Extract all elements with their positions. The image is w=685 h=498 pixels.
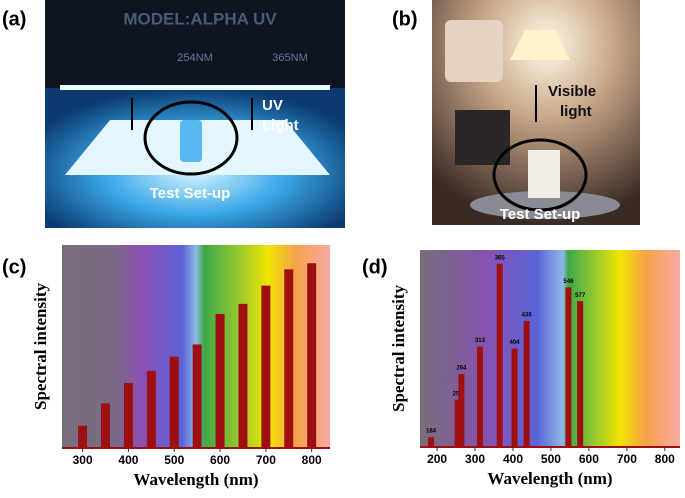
label: Light: [262, 117, 299, 134]
lamp: [510, 30, 570, 60]
panel-label: (d): [362, 256, 388, 278]
peak-label: 313: [475, 338, 486, 344]
x-tick-label: 500: [541, 452, 561, 466]
label: Visible: [548, 83, 596, 100]
y-axis-label: Spectral intensity: [31, 282, 50, 410]
bar: [458, 374, 465, 447]
peak-label: 254: [453, 391, 464, 397]
peak-label: 365: [495, 255, 506, 261]
photo-b: Visible light Test Set-up: [432, 0, 640, 225]
bar: [565, 287, 572, 447]
peak-label: 184: [426, 429, 437, 435]
panel-label: (a): [2, 8, 26, 30]
bar: [169, 356, 179, 448]
label: 365NM: [272, 52, 307, 64]
x-tick-label: 400: [503, 452, 523, 466]
panel-label: (b): [392, 8, 418, 30]
x-axis-label: Wavelength (nm): [133, 470, 258, 489]
bar: [523, 320, 530, 447]
bar: [511, 348, 518, 447]
bar: [261, 285, 271, 448]
uv-lamp: [60, 85, 330, 90]
bar: [192, 344, 202, 448]
label: Test Set-up: [500, 206, 581, 223]
x-tick-label: 500: [164, 453, 184, 467]
label: light: [560, 103, 592, 120]
bar: [476, 346, 483, 447]
x-tick-label: 700: [256, 453, 276, 467]
bar: [101, 403, 111, 448]
x-tick-label: 800: [302, 453, 322, 467]
y-axis-label: Spectral intensity: [389, 284, 408, 412]
vial: [180, 120, 202, 162]
peak-label: 577: [575, 293, 586, 299]
peak-label: 264: [456, 366, 467, 372]
bar: [577, 301, 584, 447]
photo-a: MODEL:ALPHA UV 254NM 365NM UV Light Test…: [45, 0, 345, 228]
bar: [454, 399, 461, 447]
x-tick-label: 200: [427, 452, 447, 466]
circle: [492, 138, 588, 212]
x-tick-label: 700: [617, 452, 637, 466]
x-axis-label: Wavelength (nm): [487, 469, 612, 488]
bar: [78, 425, 88, 448]
model-text: MODEL:ALPHA UV: [123, 9, 277, 28]
x-tick-label: 300: [73, 453, 93, 467]
x-tick-label: 600: [210, 453, 230, 467]
x-tick-label: 800: [655, 452, 675, 466]
x-tick-label: 600: [579, 452, 599, 466]
label: 254NM: [177, 52, 212, 64]
bar: [307, 263, 317, 448]
bar: [284, 269, 294, 448]
bar: [238, 303, 248, 448]
bar: [215, 314, 225, 448]
bar: [428, 437, 435, 447]
peak-label: 436: [522, 312, 533, 318]
peak-label: 546: [563, 279, 574, 285]
label: Test Set-up: [150, 185, 231, 202]
bar: [146, 370, 156, 448]
box: [445, 20, 503, 82]
bar: [496, 263, 503, 447]
x-tick-label: 300: [465, 452, 485, 466]
peak-label: 404: [510, 340, 521, 346]
x-tick-label: 400: [118, 453, 138, 467]
label: UV: [262, 97, 283, 114]
panel-label: (c): [2, 256, 26, 278]
circle: [143, 100, 239, 176]
beaker: [528, 150, 560, 198]
bar: [123, 383, 133, 448]
